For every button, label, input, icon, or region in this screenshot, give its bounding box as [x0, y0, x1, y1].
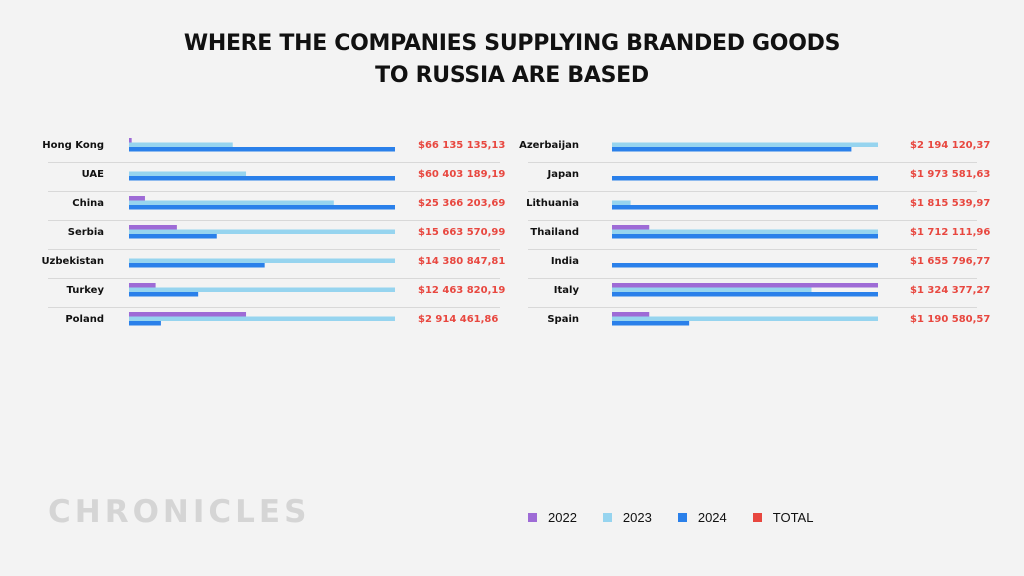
bar-2024-serbia — [129, 234, 217, 239]
total-value: $1 973 581,63 — [910, 169, 990, 180]
total-value: $1 712 111,96 — [910, 227, 990, 238]
legend-label-2022: 2022 — [548, 509, 577, 525]
bar-2022-poland — [129, 312, 247, 317]
chart-title-line-2: TO RUSSIA ARE BASED — [375, 63, 649, 88]
bar-row-serbia: Serbia $15 663 570,99 — [48, 225, 505, 250]
bar-2024-turkey — [129, 292, 199, 297]
total-value: $12 463 820,19 — [418, 285, 505, 296]
bar-2023-spain — [612, 316, 878, 321]
total-value: $60 403 189,19 — [418, 169, 505, 180]
bar-2024-poland — [129, 321, 161, 326]
country-label: Azerbaijan — [519, 140, 579, 151]
bar-2024-thailand — [612, 234, 878, 239]
bar-2022-spain — [612, 312, 650, 317]
total-value: $1 655 796,77 — [910, 256, 990, 267]
bar-2022-china — [129, 196, 145, 201]
country-label: Uzbekistan — [41, 256, 104, 267]
legend: 2022 2023 2024 TOTAL — [528, 508, 839, 526]
country-label: Lithuania — [526, 198, 579, 209]
bar-2023-poland — [129, 316, 395, 321]
total-value: $2 194 120,37 — [910, 140, 990, 151]
country-label: China — [72, 198, 104, 209]
bar-2022-serbia — [129, 225, 177, 230]
legend-item-total: TOTAL — [752, 509, 814, 525]
bar-2023-uae — [129, 171, 247, 176]
total-value: $1 324 377,27 — [910, 285, 990, 296]
bar-row-poland: Poland $2 914 461,86 — [65, 312, 498, 326]
country-label: Serbia — [68, 227, 104, 238]
bar-2024-lithuania — [612, 205, 878, 210]
country-label: Turkey — [67, 285, 105, 296]
bar-2022-thailand — [612, 225, 650, 230]
country-label: Spain — [547, 314, 579, 325]
bar-row-italy: Italy $1 324 377,27 — [528, 283, 990, 308]
bar-2024-india — [612, 263, 878, 268]
bar-row-uae: UAE $60 403 189,19 — [48, 169, 505, 192]
legend-label-total: TOTAL — [772, 509, 814, 525]
legend-item-2022: 2022 — [528, 510, 577, 525]
bar-row-china: China $25 366 203,69 — [48, 196, 505, 221]
bar-2023-azerbaijan — [612, 142, 878, 147]
country-label: Thailand — [530, 227, 579, 238]
country-label: Poland — [65, 314, 104, 325]
total-value: $25 366 203,69 — [418, 198, 505, 209]
bar-2023-thailand — [612, 229, 878, 234]
bar-2024-italy — [612, 292, 878, 297]
bar-row-hong-kong: Hong Kong $66 135 135,13 — [42, 138, 505, 163]
bar-2024-spain — [612, 321, 690, 326]
country-label: Hong Kong — [42, 140, 104, 151]
total-value: $1 190 580,57 — [910, 314, 990, 325]
total-value: $2 914 461,86 — [418, 314, 498, 325]
legend-item-2024: 2024 — [677, 509, 727, 525]
chart-panel-2: Azerbaijan $2 194 120,37 Japan $1 973 581,6… — [519, 140, 990, 326]
total-value: $15 663 570,99 — [418, 227, 505, 238]
bar-2024-uzbekistan — [129, 263, 265, 268]
bar-2023-hong-kong — [129, 142, 233, 147]
legend-item-2023: 2023 — [602, 509, 652, 525]
bar-2022-turkey — [129, 283, 156, 288]
country-label: Italy — [554, 285, 580, 296]
bar-row-turkey: Turkey $12 463 820,19 — [48, 283, 505, 308]
bar-2023-uzbekistan — [129, 258, 395, 263]
bar-row-india: India $1 655 796,77 — [528, 256, 990, 279]
legend-swatch-total — [752, 512, 762, 522]
bar-2023-turkey — [129, 287, 395, 292]
bar-2024-azerbaijan — [612, 147, 852, 152]
legend-swatch-2024 — [677, 512, 687, 522]
chronicles-logo: CHRONICLES — [48, 494, 311, 530]
bar-2024-hong-kong — [129, 147, 395, 152]
bar-2023-serbia — [129, 229, 395, 234]
bar-2023-italy — [612, 287, 812, 292]
bar-row-japan: Japan $1 973 581,63 — [528, 169, 990, 192]
country-label: India — [551, 256, 579, 267]
chart-title-line-1: WHERE THE COMPANIES SUPPLYING BRANDED GO… — [183, 31, 841, 56]
legend-label-2023: 2023 — [622, 509, 652, 525]
legend-label-2024: 2024 — [697, 509, 727, 525]
bar-row-lithuania: Lithuania $1 815 539,97 — [526, 198, 990, 221]
bar-row-spain: Spain $1 190 580,57 — [547, 312, 990, 326]
bar-2022-italy — [612, 283, 878, 288]
legend-swatch-2022 — [528, 512, 537, 522]
bar-2024-china — [129, 205, 395, 210]
bar-2023-lithuania — [612, 200, 631, 205]
legend-swatch-2023 — [602, 512, 612, 522]
bar-row-uzbekistan: Uzbekistan $14 380 847,81 — [41, 256, 505, 279]
chart-title: WHERE THE COMPANIES SUPPLYING BRANDED GO… — [0, 28, 1024, 92]
total-value: $14 380 847,81 — [418, 256, 505, 267]
country-label: Japan — [547, 169, 580, 180]
bar-2022-hong-kong — [129, 138, 132, 143]
bar-2023-china — [129, 200, 334, 205]
bar-2024-japan — [612, 176, 878, 181]
country-label: UAE — [82, 169, 105, 180]
bar-row-azerbaijan: Azerbaijan $2 194 120,37 — [519, 140, 990, 163]
total-value: $66 135 135,13 — [418, 140, 505, 151]
total-value: $1 815 539,97 — [910, 198, 990, 209]
bar-row-thailand: Thailand $1 712 111,96 — [528, 225, 990, 250]
chart-panel-1: Hong Kong $66 135 135,13 UAE $60 403 189,19… — [41, 138, 505, 326]
bar-2024-uae — [129, 176, 395, 181]
